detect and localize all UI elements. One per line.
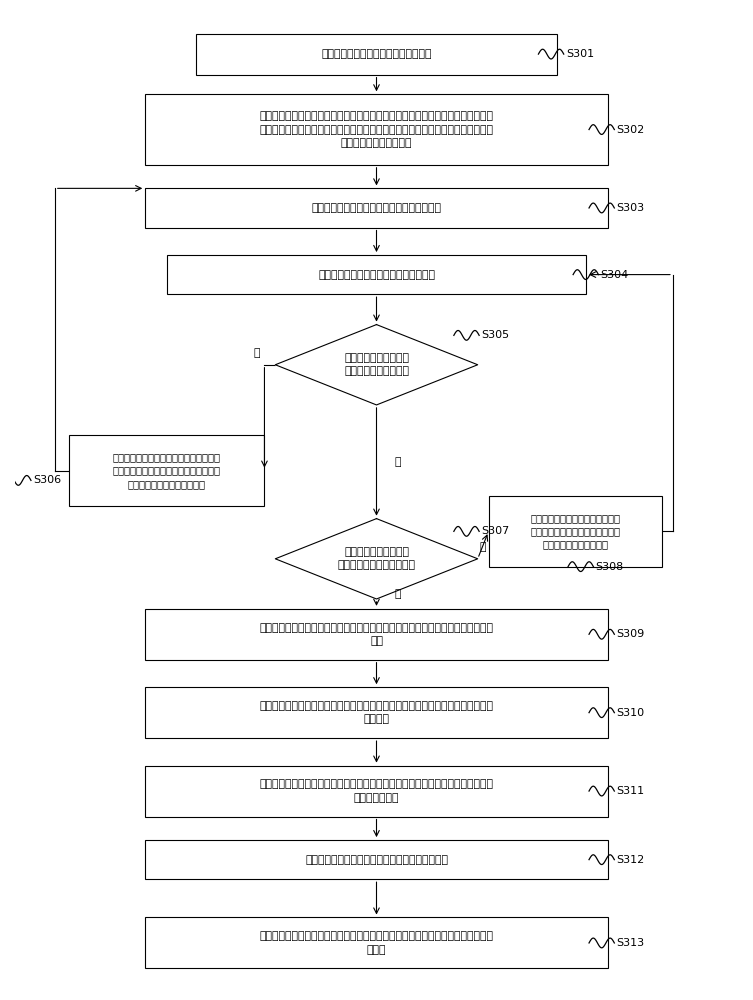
Text: S305: S305: [481, 330, 510, 340]
Text: 否: 否: [254, 348, 261, 358]
Text: S306: S306: [33, 475, 61, 485]
Text: 否: 否: [480, 542, 486, 552]
Polygon shape: [276, 325, 477, 405]
FancyBboxPatch shape: [145, 840, 608, 879]
Text: S307: S307: [481, 526, 510, 536]
FancyBboxPatch shape: [167, 255, 586, 294]
FancyBboxPatch shape: [489, 496, 662, 567]
Polygon shape: [276, 519, 477, 599]
Text: 计算相邻初始可信定位点之间的第三距离: 计算相邻初始可信定位点之间的第三距离: [318, 270, 435, 280]
FancyBboxPatch shape: [145, 94, 608, 165]
Text: S309: S309: [617, 629, 645, 639]
Text: 获取连续预设个数初始可信定位点的定位信息: 获取连续预设个数初始可信定位点的定位信息: [312, 203, 441, 213]
FancyBboxPatch shape: [196, 34, 557, 75]
Text: 是: 是: [395, 457, 401, 467]
Text: S311: S311: [617, 786, 645, 796]
Text: 判断各个第三距离是否
均未超出预设偏移阈值: 判断各个第三距离是否 均未超出预设偏移阈值: [344, 353, 409, 376]
Text: 从超出预设偏移阈值的第三距离对应的初
始可信定位点开始，重新获取连续预设个
数初始可信定位点的定位信息: 从超出预设偏移阈值的第三距离对应的初 始可信定位点开始，重新获取连续预设个 数初…: [113, 452, 221, 489]
Text: S302: S302: [617, 125, 645, 135]
Text: S304: S304: [601, 270, 629, 280]
Text: S303: S303: [617, 203, 645, 213]
Text: 判断预设个数初始可信
定位点的移动方向是否一致: 判断预设个数初始可信 定位点的移动方向是否一致: [337, 547, 416, 570]
Text: 将各个初始可信定位点映射到目标道路上，将目标道路上的第一映射点作为参考可
信定位点: 将各个初始可信定位点映射到目标道路上，将目标道路上的第一映射点作为参考可 信定位…: [260, 701, 493, 724]
Text: 通过日志同步的方式将近期数据库中各个目标可信定位点的定位信息同步至长期数
据库中: 通过日志同步的方式将近期数据库中各个目标可信定位点的定位信息同步至长期数 据库中: [260, 931, 493, 955]
Text: S301: S301: [566, 49, 594, 59]
FancyBboxPatch shape: [145, 766, 608, 817]
Text: 获取车辆终端发送的定位点的定位信息: 获取车辆终端发送的定位点的定位信息: [322, 49, 431, 59]
Text: 将各个参考可信定位点映射到目标道路的中心线上，将中心线上的第二映射点作为
目标可信定位点: 将各个参考可信定位点映射到目标道路的中心线上，将中心线上的第二映射点作为 目标可…: [260, 779, 493, 803]
Text: 从移动方向不一致的初始可信定位
点开始，重新获取连续预设个数初
始可信定位点的定位信息: 从移动方向不一致的初始可信定位 点开始，重新获取连续预设个数初 始可信定位点的定…: [530, 513, 620, 550]
FancyBboxPatch shape: [145, 917, 608, 968]
FancyBboxPatch shape: [145, 188, 608, 228]
Text: 根据初始可信定位点的定位信息确定地图中与各个初始可信定位点距离最近的目标
道路: 根据初始可信定位点的定位信息确定地图中与各个初始可信定位点距离最近的目标 道路: [260, 623, 493, 646]
Text: S313: S313: [617, 938, 645, 948]
FancyBboxPatch shape: [145, 687, 608, 738]
FancyBboxPatch shape: [145, 609, 608, 660]
Text: S310: S310: [617, 708, 645, 718]
Text: 当存在定位点的前一个初始可信定位点时，根据定位点的定位信息计算定位点与前
一个初始可信定位点之间的第一距离，将第一距离满足偏移量阈值条件的定位点作
为下一个初始: 当存在定位点的前一个初始可信定位点时，根据定位点的定位信息计算定位点与前 一个初…: [260, 111, 493, 148]
Text: 存储各个目标可信定位点的定位信息至近期数据库: 存储各个目标可信定位点的定位信息至近期数据库: [305, 855, 448, 865]
FancyBboxPatch shape: [69, 435, 264, 506]
Text: S308: S308: [596, 562, 623, 572]
Text: S312: S312: [617, 855, 645, 865]
Text: 是: 是: [395, 589, 401, 599]
